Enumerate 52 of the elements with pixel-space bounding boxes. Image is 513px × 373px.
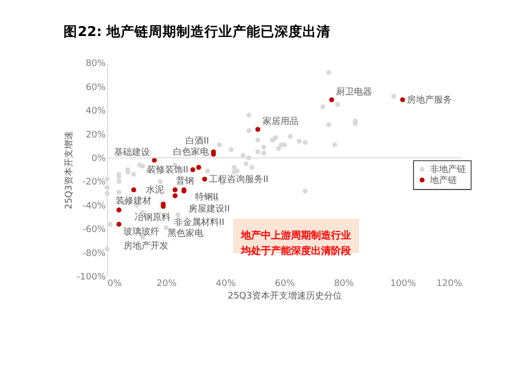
annotation: 玻璃玻纤	[123, 226, 160, 238]
x-tick-label: 60%	[274, 278, 296, 289]
annotation: 装修建材	[116, 195, 152, 206]
x-tick-label: 20%	[156, 278, 178, 289]
y-tick-label: 80%	[86, 59, 106, 70]
y-tick-label: -80%	[82, 248, 106, 259]
annotation: 非金属材料II	[174, 216, 224, 228]
annotation: 水泥	[146, 184, 164, 196]
annotation: 白色家电	[172, 146, 209, 158]
legend-label: 地产链	[429, 174, 458, 186]
y-tick-label: 0%	[91, 154, 106, 164]
annotation: 冶钢原料	[134, 212, 171, 224]
y-tick-label: -40%	[82, 201, 106, 212]
annotation: 房地产开发	[123, 240, 168, 252]
x-tick-label: 120%	[436, 278, 463, 289]
x-tick-label: 40%	[216, 278, 236, 289]
annotation: 房地产服务	[407, 94, 452, 106]
annotation: 工程咨询服务II	[209, 174, 268, 185]
point	[116, 222, 122, 227]
annotation: 黑色家电	[168, 228, 204, 240]
x-tick-label: 80%	[334, 278, 354, 289]
x-tick-label: 0%	[108, 278, 122, 289]
annotation: 基础建设	[114, 146, 150, 158]
point	[172, 187, 178, 192]
y-tick-label: -60%	[82, 225, 106, 236]
point	[196, 164, 202, 170]
point	[255, 126, 260, 132]
annotation: 特钢II	[194, 192, 218, 203]
point	[172, 193, 178, 198]
point	[329, 97, 334, 102]
point	[131, 187, 136, 192]
y-tick-label: -20%	[82, 178, 106, 188]
annotation: 厨卫电器	[336, 86, 372, 98]
chart-title: 图22: 地产链周期制造行业产能已深度出清	[64, 23, 331, 40]
annotation: 房屋建设II	[188, 204, 230, 215]
point	[116, 208, 122, 212]
y-axis-title: 25Q3资本开支增速	[63, 131, 74, 210]
annotation: 地产中上游周期制造行业均处于产能深度出清阶段	[240, 230, 352, 257]
x-tick-label: 100%	[390, 278, 416, 289]
y-tick-label: 20%	[86, 130, 106, 140]
point	[190, 167, 196, 172]
legend-label: 非地产链	[430, 164, 466, 175]
annotation: 白酒II	[186, 135, 209, 146]
annotation: 装修装饰II	[146, 164, 188, 176]
point	[400, 97, 406, 102]
annotation: 普钢	[176, 176, 194, 187]
annotation: 家居用品	[262, 116, 298, 128]
y-tick-label: 60%	[86, 82, 106, 93]
point	[202, 176, 208, 182]
x-axis-title: 25Q3资本开支增速历史分位	[228, 290, 342, 302]
y-tick-label: 40%	[86, 106, 106, 117]
y-tick-label: -100%	[76, 272, 106, 282]
